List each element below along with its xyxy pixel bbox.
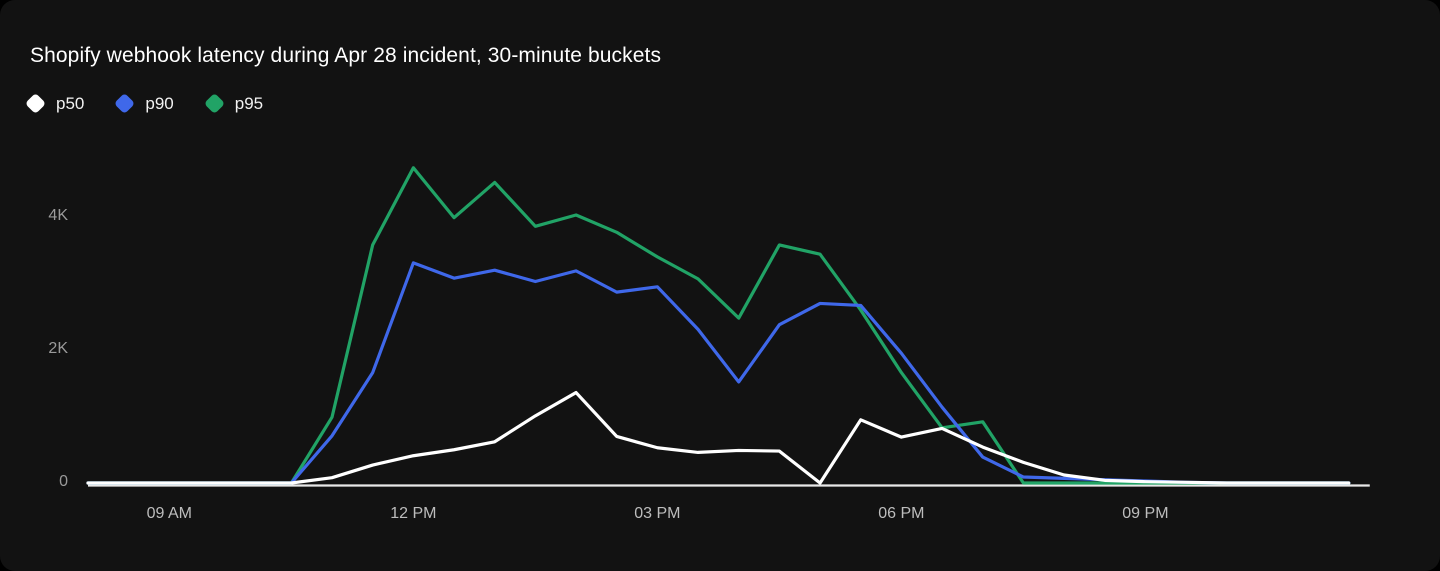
legend-item-p50[interactable]: p50 (24, 92, 85, 115)
x-axis-tick-label: 12 PM (390, 505, 437, 522)
legend-item-p95[interactable]: p95 (203, 92, 264, 115)
y-axis-tick-label: 2K (48, 340, 68, 357)
legend-label: p50 (56, 94, 85, 113)
y-axis-tick-label: 0 (59, 473, 68, 490)
x-axis-tick-label: 06 PM (878, 505, 925, 522)
legend-label: p90 (145, 94, 174, 113)
legend-item-p90[interactable]: p90 (114, 92, 174, 115)
legend-label: p95 (234, 94, 264, 113)
series-line-p95[interactable] (86, 166, 1351, 485)
series-line-p50[interactable] (86, 390, 1351, 485)
chart-legend: p50 p90 p95 (24, 92, 296, 115)
page-title: Shopify webhook latency during Apr 28 in… (30, 44, 662, 67)
x-axis-tick-label: 09 AM (146, 505, 192, 522)
x-axis-tick-label: 03 PM (634, 505, 681, 522)
y-axis-tick-label: 4K (48, 207, 68, 224)
x-axis-tick-label: 09 PM (1122, 505, 1169, 522)
